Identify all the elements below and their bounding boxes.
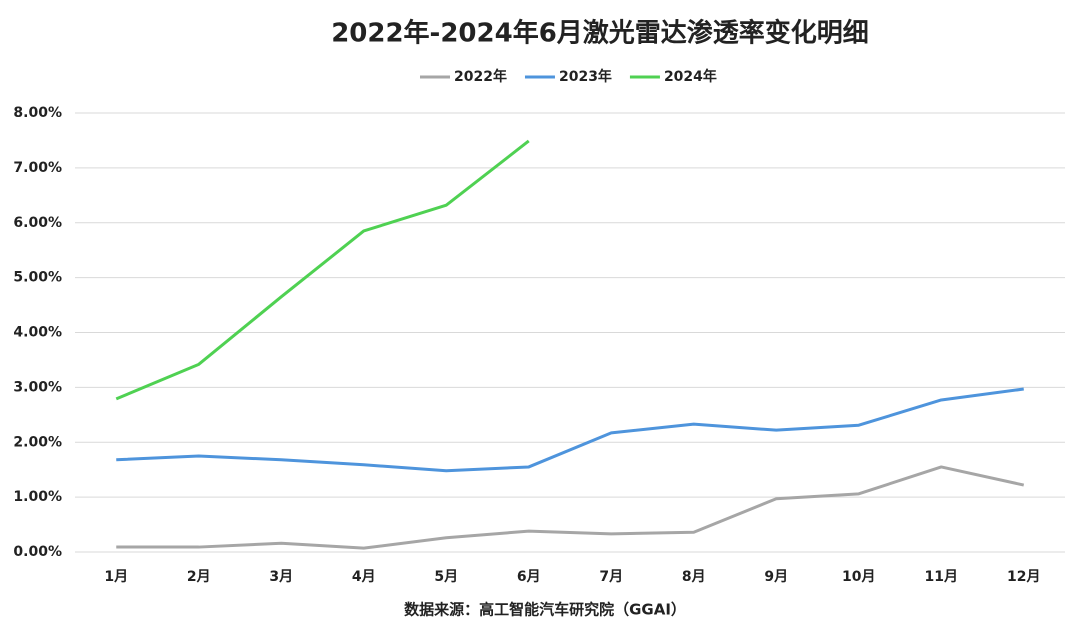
x-tick-label: 10月 <box>842 569 875 585</box>
legend-label: 2024年 <box>664 68 717 85</box>
series-line <box>115 139 530 401</box>
y-tick-label: 2.00% <box>13 434 62 450</box>
x-tick-label: 2月 <box>187 569 211 585</box>
y-tick-label: 7.00% <box>13 160 62 176</box>
series-line <box>116 387 1024 473</box>
x-tick-label: 9月 <box>764 569 788 585</box>
x-tick-label: 8月 <box>682 569 706 585</box>
x-tick-label: 1月 <box>104 569 128 585</box>
y-tick-label: 5.00% <box>13 270 62 286</box>
x-tick-label: 5月 <box>434 569 458 585</box>
y-tick-label: 4.00% <box>13 325 62 341</box>
x-tick-label: 6月 <box>517 569 541 585</box>
x-tick-label: 4月 <box>352 569 376 585</box>
chart-title: 2022年-2024年6月激光雷达渗透率变化明细 <box>331 18 869 49</box>
y-tick-label: 3.00% <box>13 379 62 395</box>
y-tick-label: 0.00% <box>13 544 62 560</box>
y-tick-label: 6.00% <box>13 215 62 231</box>
y-tick-label: 1.00% <box>13 489 62 505</box>
x-tick-label: 3月 <box>269 569 293 585</box>
x-tick-label: 11月 <box>925 569 958 585</box>
source-note: 数据来源：高工智能汽车研究院（GGAI） <box>404 601 686 619</box>
legend-label: 2022年 <box>454 68 507 85</box>
y-tick-label: 8.00% <box>13 105 62 121</box>
series-line <box>116 465 1025 550</box>
x-tick-label: 7月 <box>599 569 623 585</box>
legend-label: 2023年 <box>559 68 612 85</box>
x-tick-label: 12月 <box>1007 569 1040 585</box>
